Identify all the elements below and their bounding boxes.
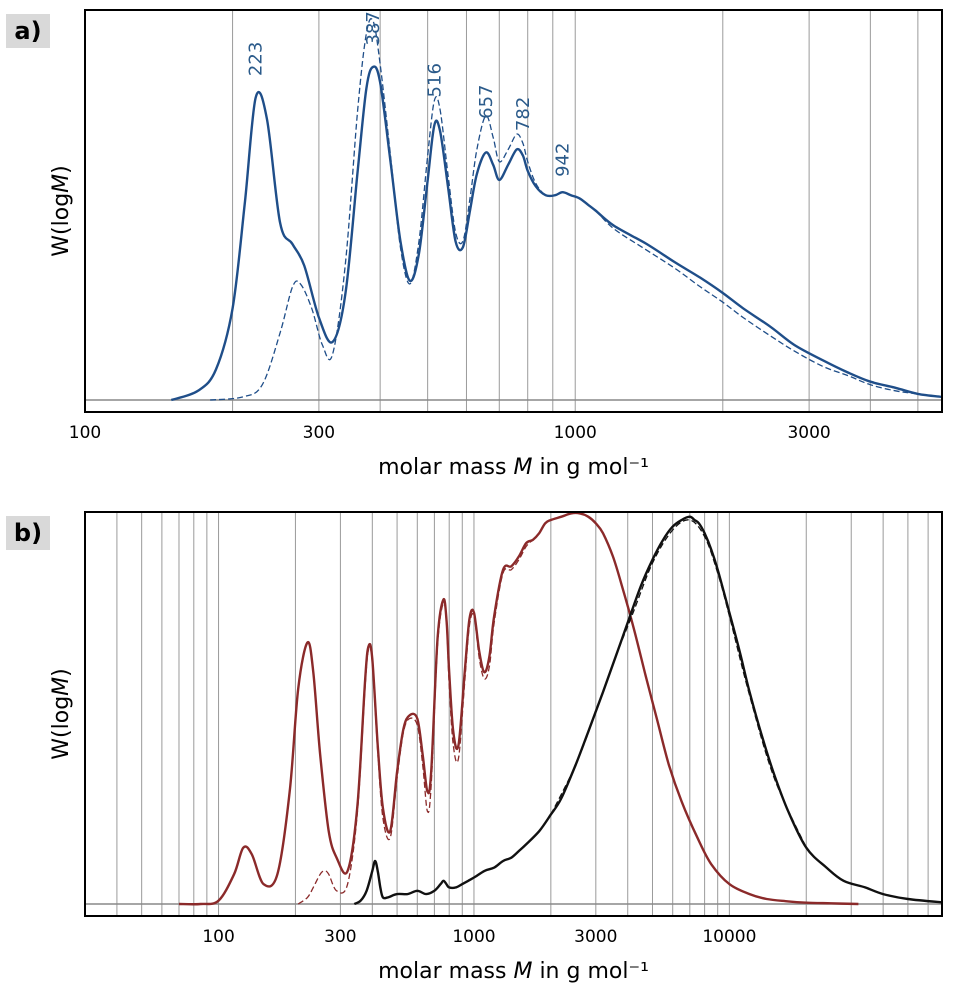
plot-frame-a <box>84 9 943 413</box>
series-line-2-dashed <box>297 516 562 905</box>
peak-label-782: 782 <box>513 97 534 131</box>
peak-label-657: 657 <box>476 84 497 118</box>
x-tick-label: 300 <box>324 927 356 947</box>
x-tick-labels-b: 100 300 1000 3000 10000 <box>202 927 756 947</box>
peak-annotations-a: 223 387 516 657 782 942 <box>246 11 574 177</box>
x-tick-label: 3000 <box>574 927 617 947</box>
series-group-b <box>178 511 943 906</box>
series-line-3-solid <box>353 515 943 906</box>
chart-panel-a: 223 387 516 657 782 942 100 300 1000 3000 molar … <box>49 9 943 480</box>
chart-panel-b: 100 300 1000 3000 10000 molar mass M in g mo… <box>49 511 943 984</box>
series-line-4-dashed <box>550 519 807 848</box>
peak-label-942: 942 <box>553 143 574 177</box>
series-line-1-solid <box>170 65 943 402</box>
series-line-2-dashed <box>210 18 943 401</box>
x-axis-label-b: molar mass M in g mol⁻¹ <box>378 959 649 984</box>
x-tick-labels-a: 100 300 1000 3000 <box>69 423 831 443</box>
x-tick-label: 100 <box>202 927 234 947</box>
series-group-a <box>170 18 943 402</box>
x-tick-label: 1000 <box>554 423 597 443</box>
peak-label-223: 223 <box>246 42 267 76</box>
series-line-1-solid <box>178 511 859 906</box>
panel-label-a: a) <box>6 14 50 48</box>
peak-label-516: 516 <box>424 63 445 97</box>
x-tick-label: 100 <box>69 423 101 443</box>
plot-frame-b <box>84 511 943 917</box>
grid-lines-a <box>232 10 919 412</box>
x-tick-label: 1000 <box>452 927 495 947</box>
x-tick-label: 300 <box>303 423 335 443</box>
x-tick-label: 10000 <box>702 927 756 947</box>
y-axis-label-b: W(logM) <box>49 668 74 759</box>
panel-label-b: b) <box>6 516 50 550</box>
grid-lines-b <box>116 512 929 916</box>
y-axis-label-a: W(logM) <box>49 165 74 256</box>
peak-label-387: 387 <box>363 11 384 45</box>
x-tick-label: 3000 <box>787 423 830 443</box>
x-axis-label-a: molar mass M in g mol⁻¹ <box>378 455 649 480</box>
